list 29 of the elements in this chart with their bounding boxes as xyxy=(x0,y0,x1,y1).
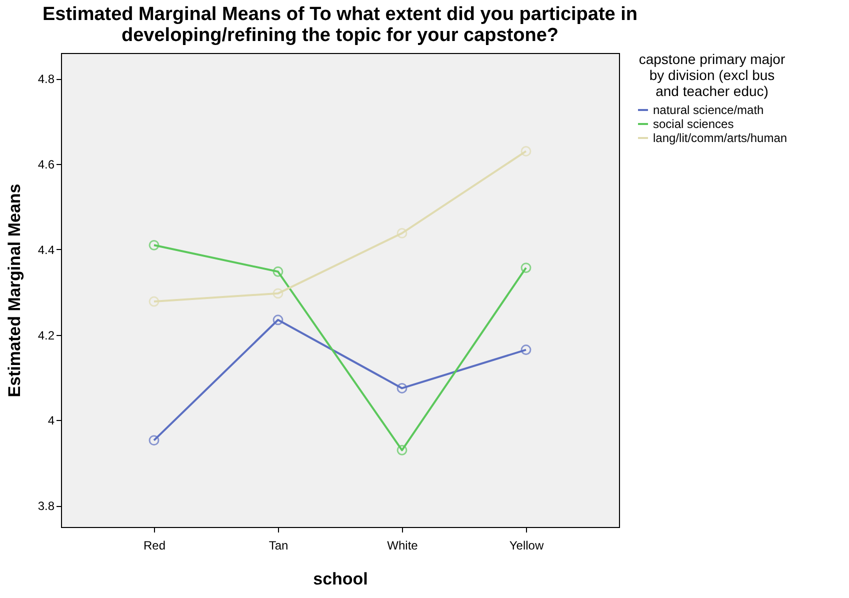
y-tick-label: 3.8 xyxy=(38,499,55,514)
point xyxy=(272,314,284,326)
point xyxy=(520,344,532,355)
point xyxy=(272,288,284,299)
legend-title: capstone primary major by division (excl bus and teacher educ) xyxy=(638,51,786,99)
legend-label: social sciences xyxy=(653,117,734,131)
y-tick-label: 4.2 xyxy=(38,328,55,342)
point xyxy=(520,262,532,274)
y-tick-label: 4 xyxy=(48,414,55,428)
x-tick-label: Yellow xyxy=(509,538,544,552)
y-tick-label: 4.8 xyxy=(38,72,55,86)
x-axis-title: school xyxy=(313,570,368,588)
y-axis-title: Estimated Marginal Means xyxy=(4,184,24,398)
legend-label: lang/lit/comm/arts/human xyxy=(653,131,788,145)
point xyxy=(520,146,532,156)
x-tick-label: Tan xyxy=(268,538,288,552)
point xyxy=(396,444,408,456)
point xyxy=(148,240,160,250)
legend-label: natural science/math xyxy=(653,103,764,117)
y-tick-label: 4.6 xyxy=(38,158,55,172)
x-tick-label: White xyxy=(387,538,418,552)
point xyxy=(148,435,160,446)
y-tick-label: 4.4 xyxy=(38,242,55,257)
x-tick-label: Red xyxy=(143,538,166,552)
point xyxy=(396,383,408,394)
point xyxy=(396,228,408,238)
point xyxy=(272,266,284,277)
point xyxy=(148,296,160,307)
chart-title: Estimated Marginal Means of To what extent did you participate in developing/refining the topic for your capstone? xyxy=(42,4,638,46)
